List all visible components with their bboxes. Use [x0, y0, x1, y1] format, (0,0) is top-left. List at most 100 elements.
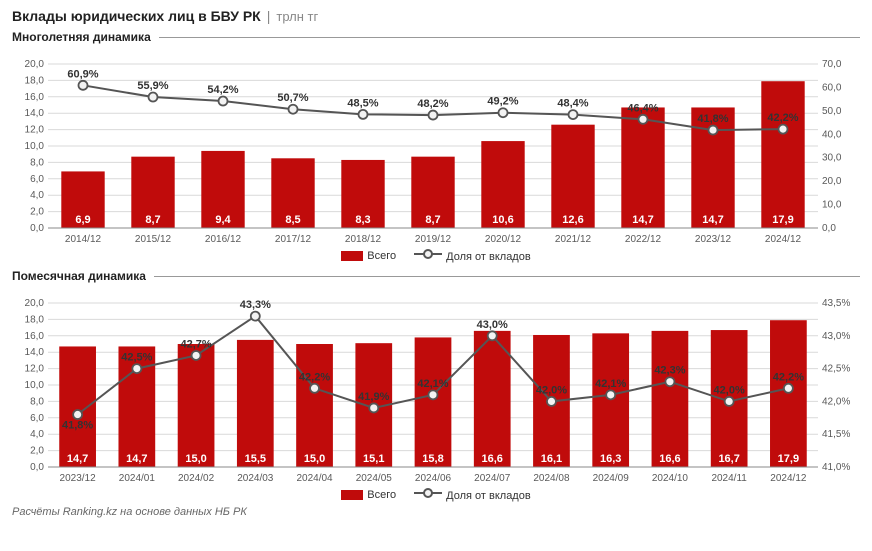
svg-text:0,0: 0,0 — [30, 223, 44, 234]
legend1-line: Доля от вкладов — [414, 248, 531, 263]
panel2-rule — [154, 276, 860, 277]
svg-text:8,7: 8,7 — [425, 214, 440, 226]
svg-text:42,0%: 42,0% — [536, 384, 567, 396]
svg-text:2024/02: 2024/02 — [178, 473, 215, 484]
chart2-container: 0,02,04,06,08,010,012,014,016,018,020,04… — [12, 285, 860, 485]
svg-text:42,2%: 42,2% — [299, 371, 330, 383]
svg-text:42,2%: 42,2% — [773, 371, 804, 383]
legend2-line-swatch — [414, 487, 442, 499]
svg-text:2024/05: 2024/05 — [356, 473, 393, 484]
svg-text:14,7: 14,7 — [632, 214, 653, 226]
legend2-bars: Всего — [341, 489, 396, 501]
svg-text:12,0: 12,0 — [25, 125, 45, 136]
svg-text:2019/12: 2019/12 — [415, 234, 452, 245]
panel1-title: Многолетняя динамика — [12, 30, 151, 44]
svg-text:60,0: 60,0 — [822, 82, 842, 93]
legend2: Всего Доля от вкладов — [12, 487, 860, 502]
svg-text:48,5%: 48,5% — [347, 97, 378, 109]
svg-text:18,0: 18,0 — [25, 314, 45, 325]
svg-text:14,0: 14,0 — [25, 347, 45, 358]
svg-text:16,6: 16,6 — [482, 453, 503, 465]
svg-text:6,9: 6,9 — [75, 214, 90, 226]
svg-text:50,0: 50,0 — [822, 106, 842, 117]
svg-text:42,5%: 42,5% — [822, 364, 850, 375]
svg-text:43,5%: 43,5% — [822, 298, 850, 309]
svg-text:2024/11: 2024/11 — [711, 473, 747, 484]
title-row: Вклады юридических лиц в БВУ РК | трлн т… — [12, 8, 860, 24]
svg-text:16,0: 16,0 — [25, 92, 45, 103]
svg-text:42,2%: 42,2% — [767, 112, 798, 124]
svg-text:48,2%: 48,2% — [417, 98, 448, 110]
svg-text:6,0: 6,0 — [30, 413, 44, 424]
svg-text:41,8%: 41,8% — [697, 113, 728, 125]
svg-text:60,9%: 60,9% — [67, 68, 98, 80]
svg-text:43,3%: 43,3% — [240, 299, 271, 311]
legend1-bars: Всего — [341, 250, 396, 262]
svg-text:2024/10: 2024/10 — [652, 473, 689, 484]
legend2-line-label: Доля от вкладов — [446, 490, 531, 502]
svg-text:2020/12: 2020/12 — [485, 234, 522, 245]
svg-text:2023/12: 2023/12 — [60, 473, 97, 484]
svg-text:10,0: 10,0 — [822, 200, 842, 211]
svg-text:54,2%: 54,2% — [207, 84, 238, 96]
svg-text:0,0: 0,0 — [30, 462, 44, 473]
svg-text:2022/12: 2022/12 — [625, 234, 662, 245]
svg-text:20,0: 20,0 — [25, 298, 45, 309]
legend1-line-swatch — [414, 248, 442, 260]
svg-text:2021/12: 2021/12 — [555, 234, 592, 245]
svg-text:42,3%: 42,3% — [654, 365, 685, 377]
svg-text:2024/12: 2024/12 — [770, 473, 807, 484]
svg-text:20,0: 20,0 — [25, 59, 45, 70]
svg-text:2014/12: 2014/12 — [65, 234, 102, 245]
svg-text:42,0%: 42,0% — [822, 396, 850, 407]
svg-text:48,4%: 48,4% — [557, 98, 588, 110]
svg-text:2023/12: 2023/12 — [695, 234, 732, 245]
svg-text:16,7: 16,7 — [718, 453, 739, 465]
svg-text:14,7: 14,7 — [126, 453, 147, 465]
legend1: Всего Доля от вкладов — [12, 248, 860, 263]
svg-text:6,0: 6,0 — [30, 174, 44, 185]
svg-text:4,0: 4,0 — [30, 190, 44, 201]
svg-text:8,7: 8,7 — [145, 214, 160, 226]
svg-text:8,5: 8,5 — [285, 214, 300, 226]
title-separator: | — [267, 8, 271, 24]
panel1-title-row: Многолетняя динамика — [12, 30, 860, 44]
legend2-bar-label: Всего — [367, 489, 396, 501]
svg-text:17,9: 17,9 — [778, 453, 799, 465]
svg-text:15,8: 15,8 — [422, 453, 443, 465]
svg-text:55,9%: 55,9% — [137, 80, 168, 92]
svg-text:15,5: 15,5 — [245, 453, 266, 465]
svg-text:2016/12: 2016/12 — [205, 234, 242, 245]
svg-text:2015/12: 2015/12 — [135, 234, 172, 245]
svg-text:41,0%: 41,0% — [822, 462, 850, 473]
chart1-container: 0,02,04,06,08,010,012,014,016,018,020,00… — [12, 46, 860, 246]
page-title: Вклады юридических лиц в БВУ РК — [12, 8, 261, 24]
legend1-bar-swatch — [341, 251, 363, 261]
svg-text:16,3: 16,3 — [600, 453, 621, 465]
svg-text:15,1: 15,1 — [363, 453, 384, 465]
svg-text:2017/12: 2017/12 — [275, 234, 312, 245]
svg-text:43,0%: 43,0% — [477, 319, 508, 331]
svg-text:2024/07: 2024/07 — [474, 473, 511, 484]
footer-source: Расчёты Ranking.kz на основе данных НБ Р… — [12, 506, 860, 518]
svg-text:41,8%: 41,8% — [62, 420, 93, 432]
svg-text:41,5%: 41,5% — [822, 429, 850, 440]
svg-text:2,0: 2,0 — [30, 207, 44, 218]
svg-text:10,6: 10,6 — [492, 214, 513, 226]
legend1-bar-label: Всего — [367, 250, 396, 262]
svg-text:15,0: 15,0 — [185, 453, 206, 465]
chart2-svg: 0,02,04,06,08,010,012,014,016,018,020,04… — [12, 285, 860, 485]
svg-text:2024/04: 2024/04 — [296, 473, 333, 484]
svg-text:12,6: 12,6 — [562, 214, 583, 226]
legend2-bar-swatch — [341, 490, 363, 500]
svg-text:70,0: 70,0 — [822, 59, 842, 70]
panel1-rule — [159, 37, 860, 38]
svg-text:42,1%: 42,1% — [595, 378, 626, 390]
svg-text:42,1%: 42,1% — [417, 378, 448, 390]
chart1-svg: 0,02,04,06,08,010,012,014,016,018,020,00… — [12, 46, 860, 246]
svg-text:2024/08: 2024/08 — [533, 473, 570, 484]
svg-text:2024/03: 2024/03 — [237, 473, 274, 484]
svg-text:10,0: 10,0 — [25, 141, 45, 152]
svg-text:20,0: 20,0 — [822, 176, 842, 187]
panel2-title-row: Помесячная динамика — [12, 269, 860, 283]
